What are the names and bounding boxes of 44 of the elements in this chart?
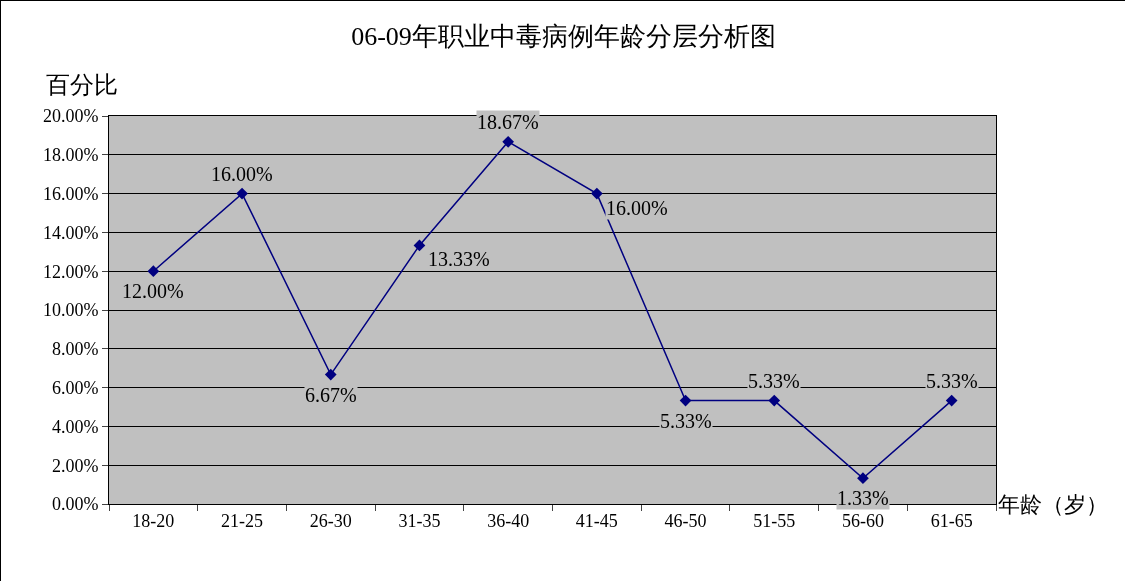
data-label: 13.33%: [428, 248, 490, 270]
y-tick-label: 8.00%: [51, 339, 99, 360]
y-axis-title: 百分比: [46, 72, 118, 98]
x-tick-label: 36-40: [487, 510, 530, 531]
chart-title: 06-09年职业中毒病例年龄分层分析图: [351, 22, 776, 52]
x-tick-label: 41-45: [575, 510, 618, 531]
data-label: 1.33%: [837, 487, 889, 509]
point: [147, 265, 160, 278]
y-tick-label: 4.00%: [51, 416, 99, 437]
x-tick-label: 61-65: [930, 510, 973, 531]
point: [857, 472, 869, 485]
y-tick-label: 12.00%: [42, 261, 99, 282]
point: [945, 394, 958, 407]
data-label: 5.33%: [660, 410, 712, 432]
x-tick-label: 21-25: [221, 510, 264, 531]
y-tick-label: 6.00%: [51, 377, 99, 398]
y-tick-label: 16.00%: [42, 183, 99, 204]
data-label: 6.67%: [305, 384, 357, 406]
y-tick-label: 14.00%: [42, 222, 99, 243]
data-label: 12.00%: [122, 280, 184, 302]
point: [679, 394, 692, 407]
point: [768, 394, 781, 407]
y-tick-label: 20.00%: [42, 106, 99, 127]
x-axis-title: 年龄（岁）: [998, 492, 1108, 517]
x-tick-label: 51-55: [753, 510, 796, 531]
data-label: 16.00%: [211, 163, 273, 185]
point: [502, 135, 514, 148]
x-tick-label: 31-35: [398, 510, 441, 531]
x-tick-label: 26-30: [309, 510, 352, 531]
x-tick-label: 56-60: [841, 510, 884, 531]
data-label: 16.00%: [606, 197, 668, 219]
y-tick-label: 10.00%: [42, 300, 99, 321]
point: [236, 187, 248, 200]
y-tick-label: 2.00%: [51, 455, 99, 476]
point: [413, 239, 426, 252]
point: [591, 187, 603, 200]
y-tick-label: 0.00%: [51, 494, 99, 515]
data-label: 5.33%: [926, 370, 978, 392]
y-tick-label: 18.00%: [42, 145, 99, 166]
x-tick-label: 18-20: [132, 510, 175, 531]
point: [324, 368, 337, 381]
data-label: 5.33%: [748, 370, 800, 392]
x-tick-label: 46-50: [664, 510, 707, 531]
data-label: 18.67%: [477, 111, 539, 133]
